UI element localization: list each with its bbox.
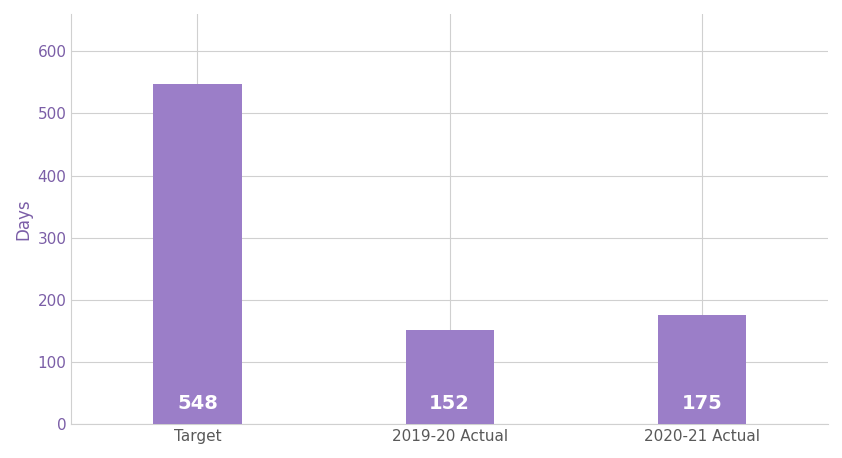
Bar [153,83,242,424]
Text: 175: 175 [682,394,722,413]
Bar [406,330,494,424]
Y-axis label: Days: Days [13,198,32,240]
Text: 152: 152 [429,394,470,413]
Text: 548: 548 [177,394,218,413]
Bar [658,316,746,424]
